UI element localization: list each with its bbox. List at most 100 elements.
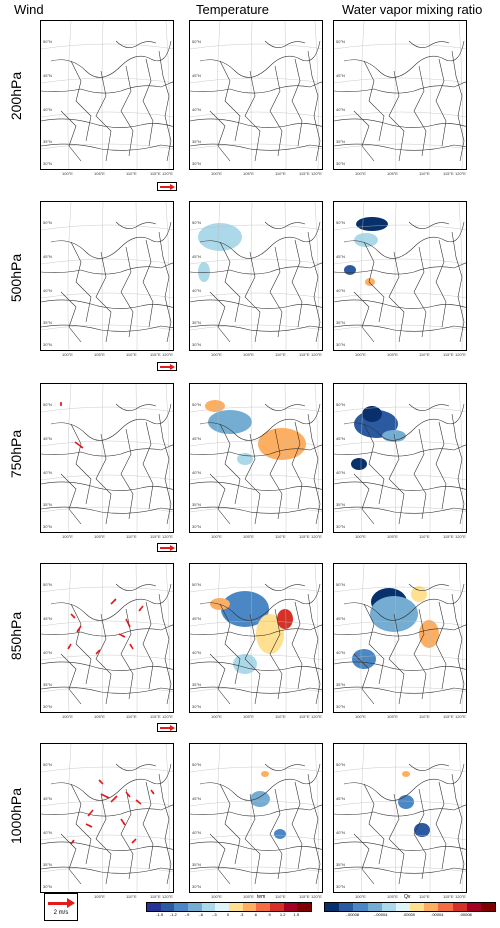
wind-vector-head [122,822,125,825]
colorbar-segment [395,903,411,911]
graticule-line [101,564,104,712]
latitude-label: 30°N [192,342,201,347]
colorbar-segment [325,903,340,911]
boundary-line [353,473,375,525]
boundary-line [41,81,173,94]
graticule-line [216,21,221,169]
latitude-label: 40°N [43,107,52,112]
longitude-label: 115°E [299,894,310,899]
map-canvas [190,384,322,532]
latitude-label: 40°N [336,470,345,475]
latitude-label: 50°N [336,402,345,407]
graticule-line [334,766,466,773]
anomaly-shading [344,265,356,275]
graticule-line [334,834,466,841]
graticule-line [190,586,322,593]
map-panel-500hPa-vapor: 50°N 45°N 40°N 35°N 30°N [333,201,467,351]
latitude-label: 50°N [192,762,201,767]
graticule-line [216,384,221,532]
latitude-label: 40°N [192,830,201,835]
longitude-label: 100°E [62,714,73,719]
boundary-line [353,110,375,162]
graticule-line [428,384,431,532]
boundary-line [307,593,321,705]
boundary-line [190,624,322,637]
map-panel-1000hPa-vapor: 50°N 45°N 40°N 35°N 30°N [333,743,467,893]
anomaly-shading [356,217,388,231]
vapor-colorbar [324,902,496,912]
vapor-colorbar-title: Qv [404,894,411,900]
graticule-line [190,224,322,231]
boundary-line [199,403,321,441]
row-label-500hpa: 500hPa [2,200,30,356]
latitude-label: 45°N [43,796,52,801]
longitude-label: 105°E [243,171,254,176]
longitude-label: 110°E [275,171,286,176]
boundary-line [408,40,450,48]
graticule-line [41,258,173,265]
graticule-line [394,21,397,169]
boundary-line [115,763,157,771]
longitude-label: 105°E [243,714,254,719]
wind-vector-head [97,650,100,653]
graticule-line [216,202,221,350]
longitude-label: 120°E [311,171,322,176]
latitude-label: 45°N [43,436,52,441]
colorbar-segment [353,903,368,911]
anomaly-shading [414,823,430,837]
graticule-line [360,202,365,350]
anomaly-shading [362,406,382,422]
latitude-label: 35°N [336,139,345,144]
boundary-line [413,608,427,700]
longitude-label: 110°E [126,714,137,719]
anomaly-shading [221,591,269,627]
colorbar-tick-label: -.9 [184,912,190,917]
row-label-text: 1000hPa [8,787,24,845]
graticule-line [334,143,466,150]
graticule-line [284,21,287,169]
boundary-line [269,608,283,700]
latitude-label: 45°N [192,616,201,621]
boundary-line [142,781,154,870]
boundary-line [142,239,154,328]
boundary-line [244,433,261,525]
boundary-line [209,110,231,162]
longitude-label: 100°E [62,534,73,539]
colorbar-tick-label: .9 [267,912,271,917]
wind-reference-arrow-850 [157,723,177,732]
anomaly-shading [277,609,293,629]
boundary-line [343,763,465,801]
graticule-line [41,866,173,873]
latitude-label: 30°N [43,161,52,166]
graticule-line [334,866,466,873]
graticule-line [41,406,173,413]
graticule-line [284,202,287,350]
boundary-line [334,143,466,151]
boundary-line [334,804,466,817]
map-canvas [190,564,322,712]
graticule-line [428,21,431,169]
graticule-line [135,384,138,532]
boundary-line [334,299,466,309]
longitude-label: 105°E [387,534,398,539]
latitude-label: 50°N [336,582,345,587]
boundary-line [291,781,303,870]
graticule-line [334,77,466,84]
longitude-label: 105°E [243,534,254,539]
boundary-line [413,788,427,880]
row-label-text: 500hPa [8,253,24,303]
graticule-line [190,834,322,841]
boundary-line [413,65,427,157]
latitude-label: 45°N [336,73,345,78]
boundary-line [307,50,321,162]
graticule-line [190,77,322,84]
colorbar-segment [147,903,161,911]
boundary-line [199,221,321,259]
boundary-line [388,433,405,525]
boundary-line [353,291,375,343]
graticule-line [190,686,322,693]
boundary-line [190,661,322,671]
boundary-line [142,58,154,147]
boundary-line [190,506,322,514]
